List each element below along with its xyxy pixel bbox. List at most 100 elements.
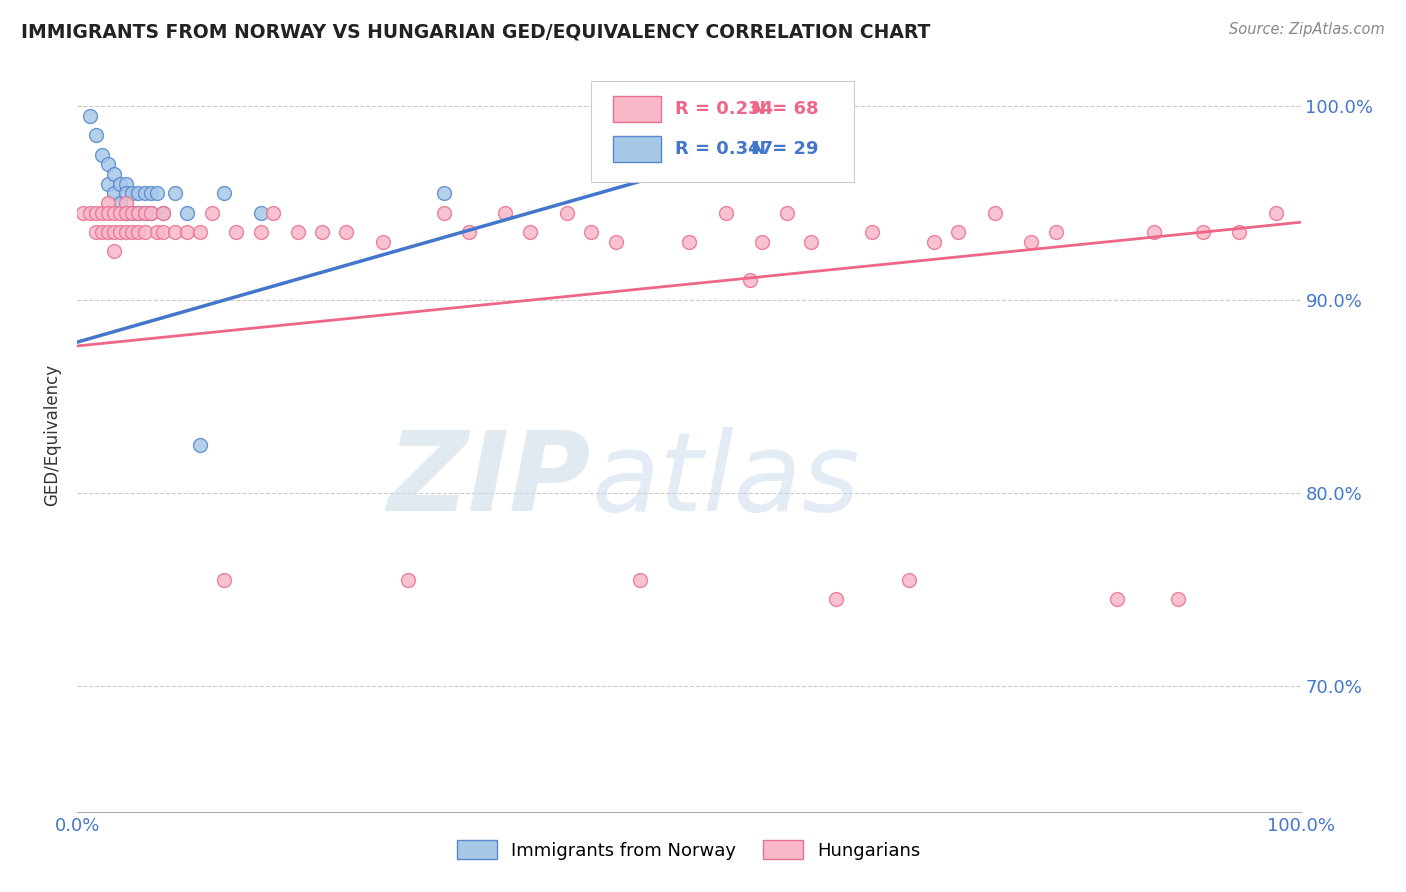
Point [115, 186, 138, 201]
Text: R = 0.234: R = 0.234 [675, 100, 773, 119]
Bar [613, 96, 661, 122]
Point [108, 177, 131, 191]
Point [678, 235, 700, 249]
Point [90, 205, 112, 219]
Point [146, 186, 169, 201]
Text: R = 0.347: R = 0.347 [675, 140, 773, 158]
Point [188, 225, 211, 239]
Point [751, 235, 773, 249]
Point [121, 225, 143, 239]
Point [176, 225, 198, 239]
Point [84, 225, 107, 239]
Point [628, 573, 651, 587]
Point [121, 205, 143, 219]
Point [139, 205, 162, 219]
Point [1191, 225, 1213, 239]
Point [212, 573, 235, 587]
Point [146, 225, 169, 239]
Point [800, 235, 823, 249]
Point [188, 437, 211, 451]
Point [134, 205, 156, 219]
Point [115, 225, 138, 239]
Point [121, 186, 143, 201]
Point [152, 205, 174, 219]
Point [127, 205, 149, 219]
Point [79, 109, 101, 123]
Point [1021, 235, 1043, 249]
Point [311, 225, 333, 239]
Point [72, 205, 94, 219]
Point [115, 205, 138, 219]
Point [121, 205, 143, 219]
Point [1229, 225, 1251, 239]
Point [555, 205, 578, 219]
Point [97, 205, 120, 219]
Point [714, 205, 737, 219]
Point [108, 225, 131, 239]
Point [898, 573, 921, 587]
Text: IMMIGRANTS FROM NORWAY VS HUNGARIAN GED/EQUIVALENCY CORRELATION CHART: IMMIGRANTS FROM NORWAY VS HUNGARIAN GED/… [21, 22, 931, 41]
Point [262, 205, 284, 219]
Text: ZIP: ZIP [388, 426, 591, 533]
Point [605, 235, 627, 249]
Point [176, 205, 198, 219]
Point [103, 225, 125, 239]
Point [1143, 225, 1166, 239]
Point [108, 205, 131, 219]
Point [212, 186, 235, 201]
Point [134, 205, 156, 219]
Text: atlas: atlas [591, 426, 859, 533]
Point [335, 225, 357, 239]
Point [103, 205, 125, 219]
Point [134, 186, 156, 201]
Text: Source: ZipAtlas.com: Source: ZipAtlas.com [1229, 22, 1385, 37]
Point [433, 186, 456, 201]
Point [139, 205, 162, 219]
Point [115, 195, 138, 210]
Point [495, 205, 517, 219]
Point [579, 225, 602, 239]
Point [250, 225, 273, 239]
Point [519, 225, 541, 239]
Point [90, 147, 112, 161]
Text: N = 68: N = 68 [751, 100, 818, 119]
Point [287, 225, 309, 239]
Point [97, 177, 120, 191]
Point [108, 195, 131, 210]
Point [1167, 592, 1189, 607]
Point [84, 205, 107, 219]
Point [115, 177, 138, 191]
Point [97, 225, 120, 239]
Point [201, 205, 224, 219]
Point [225, 225, 247, 239]
Legend: Immigrants from Norway, Hungarians: Immigrants from Norway, Hungarians [450, 833, 928, 867]
Point [139, 186, 162, 201]
Point [776, 205, 799, 219]
Point [396, 573, 419, 587]
Bar [613, 136, 661, 162]
Point [152, 225, 174, 239]
Point [97, 195, 120, 210]
Point [103, 244, 125, 259]
Point [250, 205, 273, 219]
Point [371, 235, 394, 249]
Point [433, 205, 456, 219]
Point [946, 225, 969, 239]
Point [984, 205, 1007, 219]
Point [84, 128, 107, 143]
Point [134, 225, 156, 239]
Point [97, 157, 120, 171]
Point [740, 273, 762, 287]
Point [1107, 592, 1129, 607]
Point [127, 205, 149, 219]
Point [103, 186, 125, 201]
Point [165, 225, 187, 239]
Point [103, 167, 125, 181]
Point [165, 186, 187, 201]
Point [702, 167, 724, 181]
Y-axis label: GED/Equivalency: GED/Equivalency [42, 364, 60, 506]
Point [1045, 225, 1067, 239]
Text: N = 29: N = 29 [751, 140, 818, 158]
Point [824, 592, 846, 607]
Point [127, 225, 149, 239]
